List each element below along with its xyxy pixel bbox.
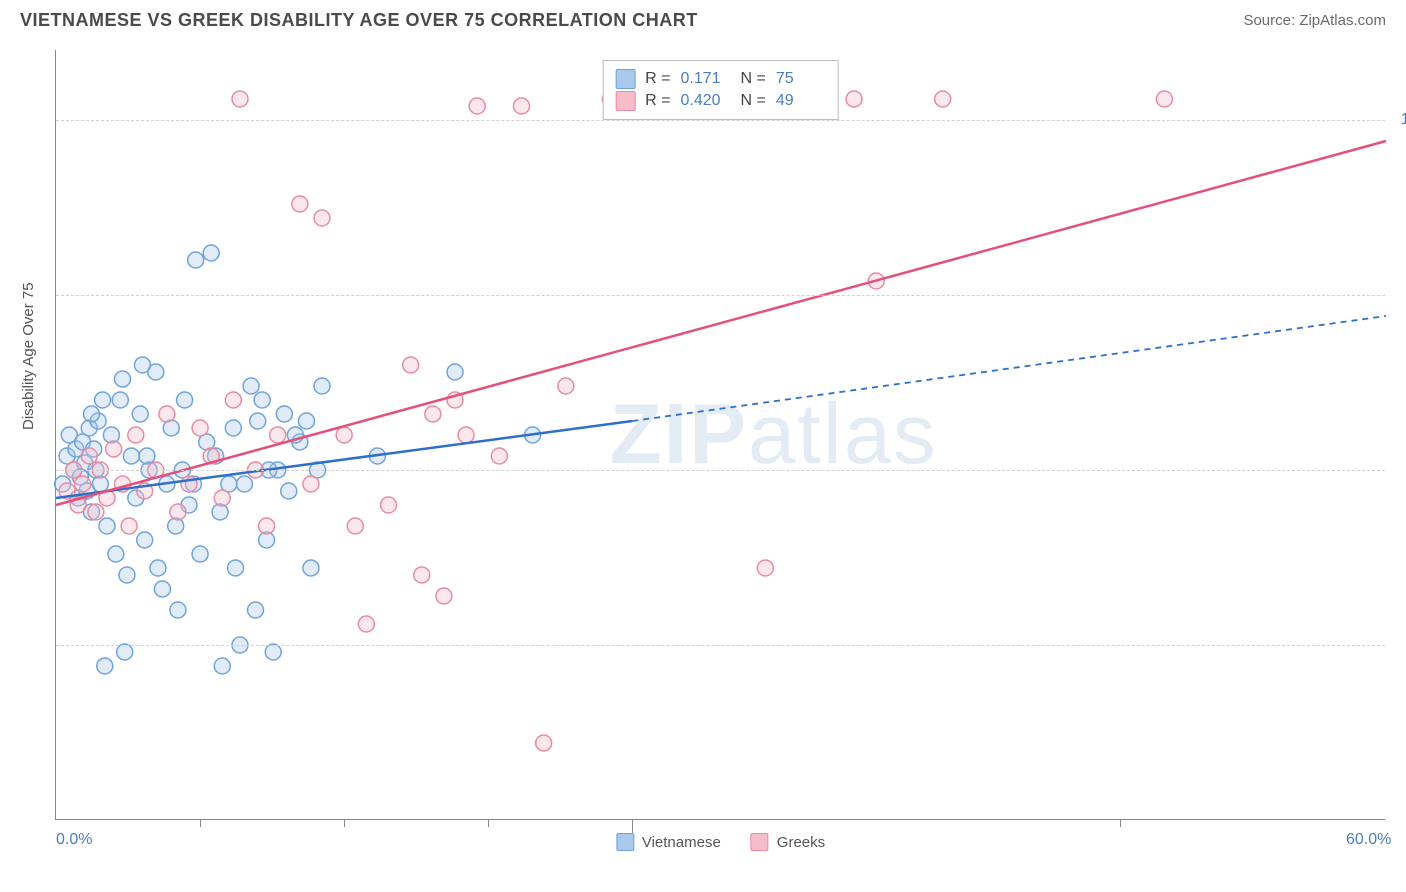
x-tick [1120,819,1121,827]
source-label: Source: ZipAtlas.com [1243,12,1386,29]
x-tick [344,819,345,827]
x-tick-label: 0.0% [56,831,92,849]
x-tick [488,819,489,827]
r-value-2: 0.420 [681,92,731,110]
y-tick-label: 100.0% [1401,111,1406,129]
r-label-2: R = [645,92,670,110]
legend-item-1: Vietnamese [616,833,721,851]
legend-label-2: Greeks [777,834,825,851]
stats-row-1: R = 0.171 N = 75 [615,69,826,89]
legend-swatch-2 [751,833,769,851]
n-label-2: N = [741,92,766,110]
r-value-1: 0.171 [681,70,731,88]
chart-title: VIETNAMESE VS GREEK DISABILITY AGE OVER … [20,10,698,31]
n-value-1: 75 [776,70,826,88]
x-tick [200,819,201,827]
legend-label-1: Vietnamese [642,834,721,851]
x-tick-label: 60.0% [1346,831,1391,849]
stats-swatch-2 [615,91,635,111]
stats-row-2: R = 0.420 N = 49 [615,91,826,111]
stats-swatch-1 [615,69,635,89]
gridline [56,120,1385,121]
r-label: R = [645,70,670,88]
gridline [56,295,1385,296]
gridline [56,645,1385,646]
n-value-2: 49 [776,92,826,110]
y-axis-label: Disability Age Over 75 [20,282,37,430]
legend-item-2: Greeks [751,833,825,851]
chart-plot-area: R = 0.171 N = 75 R = 0.420 N = 49 ZIPatl… [55,50,1385,820]
n-label: N = [741,70,766,88]
x-tick [632,819,633,833]
gridline [56,470,1385,471]
plot-svg [56,50,1385,819]
bottom-legend: Vietnamese Greeks [616,833,825,851]
stats-legend-box: R = 0.171 N = 75 R = 0.420 N = 49 [602,60,839,120]
legend-swatch-1 [616,833,634,851]
